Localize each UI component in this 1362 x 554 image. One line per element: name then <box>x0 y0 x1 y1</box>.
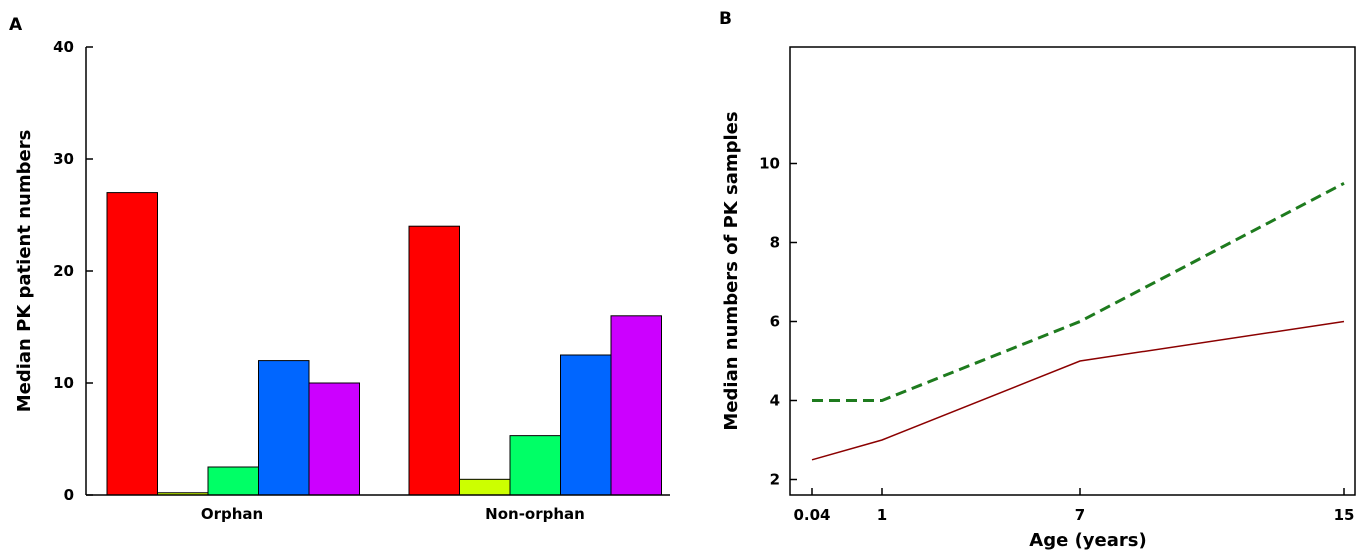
bar-orphan-4 <box>258 360 310 496</box>
y-tick-label-b: 8 <box>770 234 780 252</box>
series-line-1 <box>812 181 1345 402</box>
x-tick-label-b: 1 <box>877 506 887 524</box>
panel-letter-b: B <box>719 9 732 29</box>
bar-plot-area-a <box>106 192 662 496</box>
category-labels-a: Orphan Non-orphan <box>201 505 585 523</box>
bar-non-orphan-4 <box>560 354 612 496</box>
y-tick-label-a: 30 <box>53 150 74 168</box>
x-axis-title-b: Age (years) <box>1029 530 1146 551</box>
y-ticks-b: 2 4 6 8 10 <box>759 155 797 489</box>
panel-b: B 2 4 6 8 10 0.04 1 7 15 Median numbers of PK s… <box>719 9 1356 551</box>
y-tick-label-a: 40 <box>53 38 74 56</box>
bar-non-orphan-1 <box>408 225 460 496</box>
y-tick-label-a: 20 <box>53 262 74 280</box>
bar-orphan-1 <box>106 192 158 496</box>
y-tick-label-b: 10 <box>759 155 780 173</box>
panel-a: A 0 10 20 30 40 Orphan Non-orphan Median PK p… <box>9 15 670 523</box>
series-line-2 <box>811 320 1345 461</box>
y-axis-title-b: Median numbers of PK samples <box>721 111 742 430</box>
y-tick-label-b: 2 <box>770 471 780 489</box>
x-tick-label-b: 15 <box>1334 506 1355 524</box>
category-label-a: Non-orphan <box>485 505 585 523</box>
bar-non-orphan-5 <box>610 315 662 496</box>
y-tick-label-b: 4 <box>770 392 780 410</box>
y-axis-title-a: Median PK patient numbers <box>14 130 35 413</box>
y-tick-label-a: 0 <box>64 486 74 504</box>
category-label-a: Orphan <box>201 505 263 523</box>
bar-orphan-5 <box>308 382 360 496</box>
y-tick-label-b: 6 <box>770 313 780 331</box>
bar-non-orphan-3 <box>509 435 561 496</box>
y-tick-label-a: 10 <box>53 374 74 392</box>
x-tick-label-b: 0.04 <box>793 506 830 524</box>
line-plot-area-b <box>811 181 1345 461</box>
x-ticks-b: 0.04 1 7 15 <box>793 488 1354 524</box>
bar-orphan-3 <box>207 466 259 496</box>
bar-non-orphan-2 <box>459 478 511 496</box>
plot-frame-b <box>789 46 1356 496</box>
y-ticks-a: 0 10 20 30 40 <box>53 38 93 504</box>
x-tick-label-b: 7 <box>1075 506 1085 524</box>
panel-letter-a: A <box>9 15 23 35</box>
